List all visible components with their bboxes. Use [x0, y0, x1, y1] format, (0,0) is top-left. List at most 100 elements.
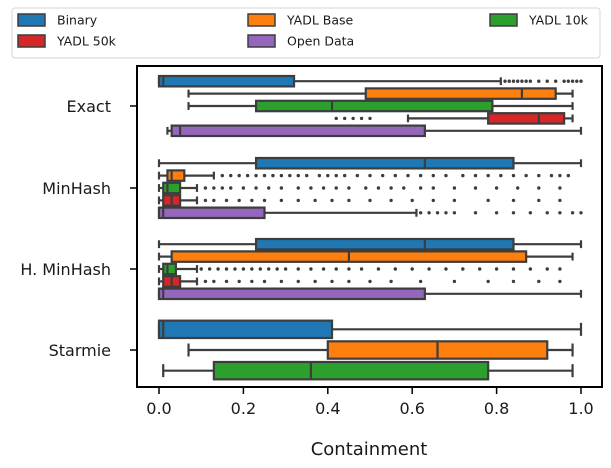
legend-swatch [489, 13, 518, 27]
outlier-point [486, 279, 490, 284]
legend-label: YADL Base [286, 13, 354, 28]
outlier-point [558, 267, 562, 271]
outlier-point [296, 198, 300, 203]
outlier-point [296, 267, 300, 271]
outlier-point [334, 116, 338, 121]
outlier-point [452, 198, 457, 203]
plot-frame [136, 65, 603, 388]
outlier-point [313, 198, 317, 203]
outlier-point [321, 186, 326, 190]
legend-label: Binary [57, 13, 98, 28]
outlier-point [486, 173, 490, 178]
outlier-point [351, 116, 355, 121]
outlier-point [524, 79, 528, 83]
y-tick-label-minhash: MinHash [42, 179, 111, 198]
outlier-point [355, 173, 360, 178]
outlier-point [427, 267, 431, 271]
outlier-point [418, 279, 423, 284]
legend-item-binary: Binary [17, 13, 98, 28]
box-exact-binary [157, 74, 583, 88]
y-axis: Exact MinHash H. MinHash Starmie [20, 97, 137, 360]
group-minhash [157, 156, 583, 220]
x-tick-label: 1.0 [568, 399, 593, 418]
outlier-point [229, 173, 233, 178]
outlier-point [275, 267, 279, 271]
outlier-point [507, 79, 511, 83]
outlier-point [461, 267, 465, 271]
iqr-box [162, 181, 182, 195]
outlier-point [342, 173, 347, 178]
iqr-box [170, 124, 426, 138]
outlier-point [389, 198, 393, 203]
outlier-point [326, 173, 330, 178]
outlier-point [473, 173, 478, 178]
outlier-point [389, 279, 393, 284]
outlier-point [410, 267, 414, 271]
outlier-point [254, 173, 258, 178]
box-h-minhash-binary [157, 237, 583, 251]
box-minhash-yadl-base [157, 169, 571, 182]
outlier-point [410, 198, 414, 203]
box-minhash-binary [157, 156, 583, 170]
outlier-point [359, 267, 364, 271]
outlier-point [267, 186, 271, 190]
outlier-point [334, 186, 338, 190]
outlier-point [575, 79, 579, 83]
x-tick-label: 0.4 [315, 399, 340, 418]
outlier-point [254, 186, 258, 190]
outlier-point [262, 173, 267, 178]
outlier-point [271, 173, 275, 178]
outlier-point [549, 173, 554, 178]
outlier-point [368, 173, 372, 178]
outlier-point [258, 267, 262, 271]
outlier-point [537, 198, 541, 203]
outlier-point [212, 198, 216, 203]
iqr-box [254, 237, 515, 251]
legend-item-yadl-50k: YADL 50k [17, 34, 117, 49]
outlier-point [558, 198, 562, 203]
outlier-point [220, 173, 224, 178]
outlier-point [279, 198, 284, 203]
x-axis: 0.0 0.2 0.4 0.6 0.8 1.0 [146, 387, 594, 418]
outlier-point [241, 267, 246, 271]
outlier-point [511, 267, 516, 271]
outlier-point [296, 279, 300, 284]
outlier-point [528, 211, 533, 215]
outlier-point [321, 267, 326, 271]
outlier-point [309, 267, 313, 271]
box-h-minhash-open-data [157, 287, 583, 301]
outlier-point [444, 173, 448, 178]
outlier-point [305, 173, 309, 178]
box-exact-yadl-base [187, 87, 574, 100]
legend-swatch [247, 34, 276, 48]
x-tick-label: 0.8 [484, 399, 509, 418]
outlier-point [330, 198, 334, 203]
box-exact-yadl-10k [187, 99, 574, 113]
outlier-point [359, 116, 364, 121]
outlier-point [241, 186, 246, 190]
outlier-point [444, 211, 448, 215]
iqr-box [166, 169, 186, 182]
outlier-point [250, 279, 254, 284]
outlier-point [545, 267, 549, 271]
outlier-point [444, 267, 448, 271]
box-h-minhash-yadl-50k [157, 275, 562, 288]
outlier-point [279, 173, 284, 178]
outlier-point [452, 186, 457, 190]
x-axis-title: Containment [311, 439, 428, 460]
outlier-point [435, 211, 440, 215]
outlier-point [558, 279, 562, 284]
iqr-box [254, 156, 515, 170]
outlier-point [558, 173, 562, 178]
outlier-point [511, 173, 516, 178]
outlier-point [566, 79, 571, 83]
outlier-point [478, 267, 482, 271]
legend-label: YADL 50k [56, 34, 117, 49]
legend-item-yadl-10k: YADL 10k [489, 13, 589, 28]
box-starmie-yadl-base [187, 340, 574, 360]
outlier-point [380, 173, 385, 178]
outlier-point [473, 211, 478, 215]
iqr-box [487, 112, 566, 125]
outlier-point [499, 173, 503, 178]
